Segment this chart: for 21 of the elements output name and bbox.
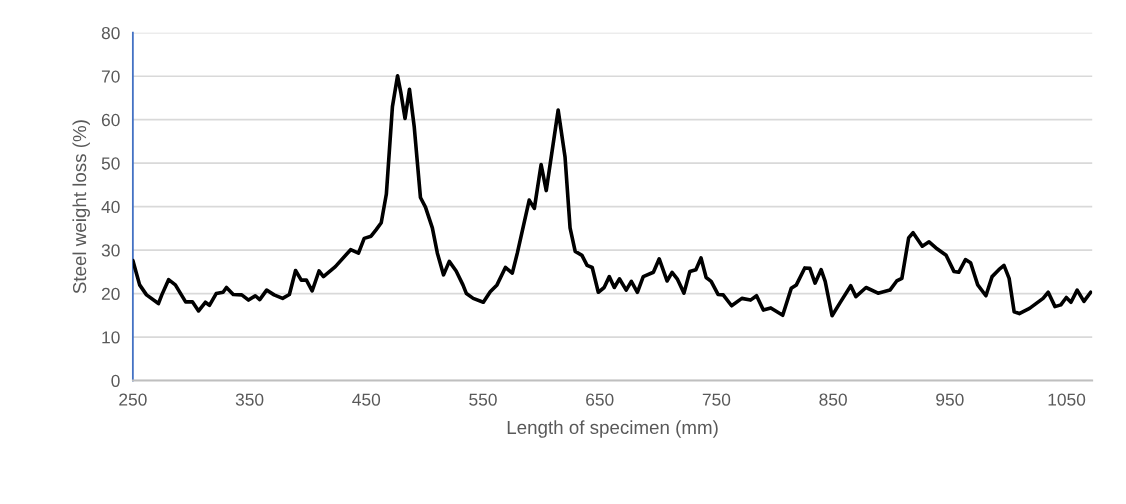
x-tick-label: 750 [702, 393, 731, 406]
x-tick-label: 950 [936, 393, 964, 406]
y-axis-title: Steel weight loss (%) [72, 120, 90, 294]
y-tick-label: 20 [101, 287, 120, 301]
y-tick-label: 0 [111, 374, 120, 387]
x-tick-label: 350 [235, 393, 264, 406]
y-tick-label: 70 [101, 70, 120, 83]
y-tick-label: 30 [101, 244, 120, 257]
y-tick-label: 10 [102, 331, 120, 344]
x-tick-label: 650 [586, 393, 614, 406]
x-tick-label: 1050 [1048, 393, 1086, 406]
line-series [132, 73, 1093, 318]
x-tick-label: 550 [469, 393, 497, 406]
y-tick-label: 50 [101, 157, 120, 170]
x-tick-label: 850 [819, 393, 847, 406]
x-tick-label: 250 [119, 393, 147, 406]
x-tick-label: 450 [352, 393, 381, 406]
y-tick-label: 60 [101, 113, 120, 127]
y-tick-label: 80 [101, 26, 120, 40]
y-tick-label: 40 [101, 200, 120, 214]
x-axis-title: Length of specimen (mm) [507, 420, 718, 438]
